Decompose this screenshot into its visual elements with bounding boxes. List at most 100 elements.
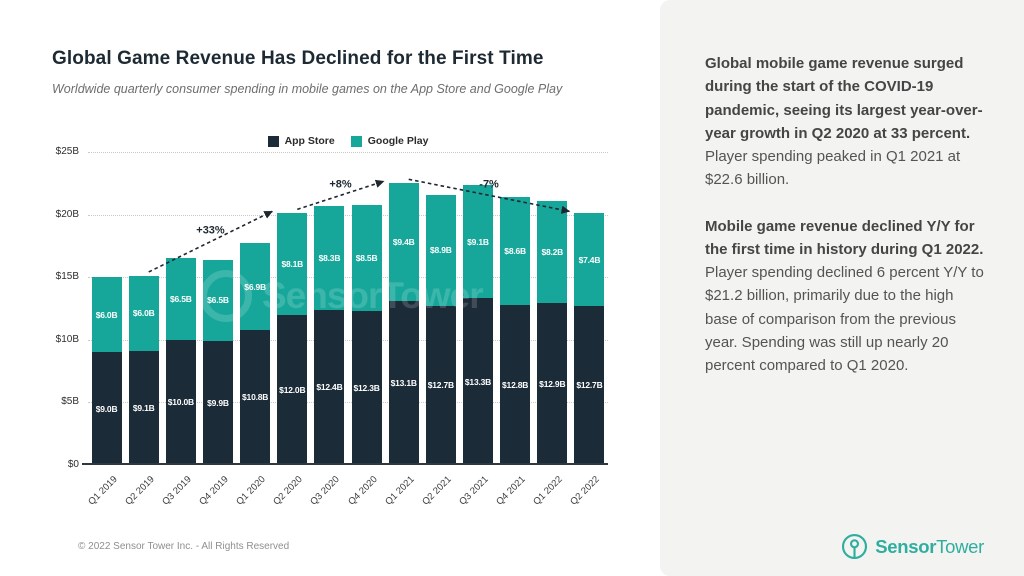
legend-swatch-google-play [350,135,362,147]
bar-value-label: $8.3B [318,252,341,263]
bar-segment-google-play: $8.6B [500,197,531,305]
bar-value-label: $8.5B [355,252,378,263]
bar-value-label: $8.2B [541,247,564,258]
insight-1-regular: Player spending peaked in Q1 2021 at $22… [705,148,961,189]
page-title: Global Game Revenue Has Declined for the… [52,48,544,69]
bar-segment-google-play: $8.3B [314,205,345,310]
bar-segment-google-play: $7.4B [574,213,605,306]
x-axis-label: Q4 2020 [345,474,380,508]
insight-paragraph-2: Mobile game revenue declined Y/Y for the… [705,215,986,378]
x-axis-label: Q1 2021 [382,474,417,508]
bar-segment-google-play: $9.1B [463,184,493,299]
bar-segment-app-store: $12.7B [425,305,456,465]
sensor-tower-logo-text: SensorTower [875,535,984,557]
bar-segment-google-play: $6.0B [128,275,159,352]
legend-swatch-app-store [267,135,279,147]
sensor-tower-logo: SensorTower [841,533,984,560]
bar-value-label: $12.4B [316,382,343,393]
insights-panel: Global mobile game revenue surged during… [660,0,1024,576]
bar-segment-app-store: $12.9B [537,303,568,465]
y-axis-tick-label: $0 [67,459,79,470]
x-axis-label: Q4 2019 [197,474,231,508]
bar-value-label: $12.3B [353,382,380,393]
x-axis-label: Q3 2019 [160,474,194,508]
x-axis-line [82,463,608,465]
bar-segment-google-play: $8.5B [351,204,382,311]
y-axis-tick-label: $20B [55,208,79,220]
bar-value-label: $6.0B [132,308,155,319]
copyright-text: © 2022 Sensor Tower Inc. - All Rights Re… [78,541,290,552]
y-axis-tick-label: $5B [61,396,79,408]
bar-value-label: $10.8B [242,392,269,403]
gridline [88,339,608,341]
bar-segment-google-play: $9.4B [388,183,419,301]
bar-value-label: $7.4B [578,254,601,265]
bar-segment-app-store: $12.4B [314,309,345,465]
legend-item-google-play: Google Play [350,135,429,147]
bar-value-label: $9.4B [392,237,415,248]
chart-section: Global Game Revenue Has Declined for the… [52,48,608,552]
legend-item-app-store: App Store [267,135,335,147]
bar-segment-app-store: $12.0B [277,314,308,465]
bar-segment-app-store: $13.3B [463,298,493,465]
bar-segment-google-play: $6.9B [240,243,271,330]
bar-value-label: $9.1B [467,236,489,247]
bar-segment-app-store: $9.1B [128,351,159,465]
insight-2-regular: Player spending declined 6 percent Y/Y t… [705,264,984,374]
x-axis-label: Q1 2019 [85,474,120,508]
insight-2-bold: Mobile game revenue declined Y/Y for the… [705,217,984,258]
bar-value-label: $9.0B [95,403,118,414]
bar-value-label: $8.6B [504,245,526,256]
annotation-label: +33% [196,225,225,237]
bar-value-label: $12.9B [539,379,566,390]
gridline [88,402,608,404]
bar-value-label: $6.9B [244,281,266,292]
bar-value-label: $10.0B [167,397,194,408]
plot-area: $0 $5B $10B $15B $20B $25B $9.0B $6.0B $9.1B $6.0… [52,146,608,508]
bar-value-label: $8.9B [430,245,452,256]
gridline [88,277,608,279]
bar-value-label: $13.3B [464,376,492,387]
bar-value-label: $12.7B [427,380,454,391]
chart-legend: App Store Google Play [88,130,608,152]
bar-value-label: $9.1B [132,403,155,414]
bar-value-label: $13.1B [390,377,417,388]
bar-value-label: $6.5B [207,295,229,306]
y-axis-tick-label: $10B [55,333,79,345]
x-axis-label: Q3 2021 [457,474,491,508]
bar-value-label: $12.0B [279,384,306,395]
bar-segment-app-store: $9.9B [203,341,233,465]
gridline [88,214,608,216]
x-axis-label: Q2 2020 [271,474,306,508]
bar-segment-app-store: $10.0B [165,339,196,465]
bar-segment-app-store: $12.7B [574,305,605,465]
x-axis-label: Q1 2022 [531,474,566,508]
bar-segment-google-play: $6.5B [203,259,233,342]
legend-label: Google Play [367,135,429,147]
bar-segment-google-play: $8.9B [425,194,456,306]
bar-value-label: $8.1B [281,259,304,270]
bar-segment-google-play: $6.0B [91,277,122,353]
bar-segment-app-store: $12.3B [351,311,382,465]
gridline [88,152,608,153]
y-axis-tick-label: $15B [55,271,79,283]
bar-value-label: $6.0B [95,309,118,320]
annotation-label: +8% [329,178,352,190]
page-subtitle: Worldwide quarterly consumer spending in… [52,82,563,96]
x-axis-label: Q2 2021 [420,474,454,508]
y-axis-tick-label: $25B [55,146,79,157]
x-axis-label: Q1 2020 [234,474,268,508]
x-axis-label: Q4 2021 [494,474,528,508]
x-axis-label: Q2 2022 [568,474,603,508]
sensor-tower-logo-icon [842,533,868,560]
insight-paragraph-1: Global mobile game revenue surged during… [705,52,986,192]
bar-value-label: $9.9B [207,398,229,409]
bar-segment-google-play: $8.2B [537,200,568,304]
bar-segment-google-play: $8.1B [277,213,308,315]
x-axis-label: Q2 2019 [122,474,157,508]
bar-segment-app-store: $13.1B [388,300,419,465]
x-axis-label: Q3 2020 [308,474,343,508]
bar-segment-google-play: $6.5B [165,258,196,340]
bar-segment-app-store: $9.0B [91,352,122,465]
